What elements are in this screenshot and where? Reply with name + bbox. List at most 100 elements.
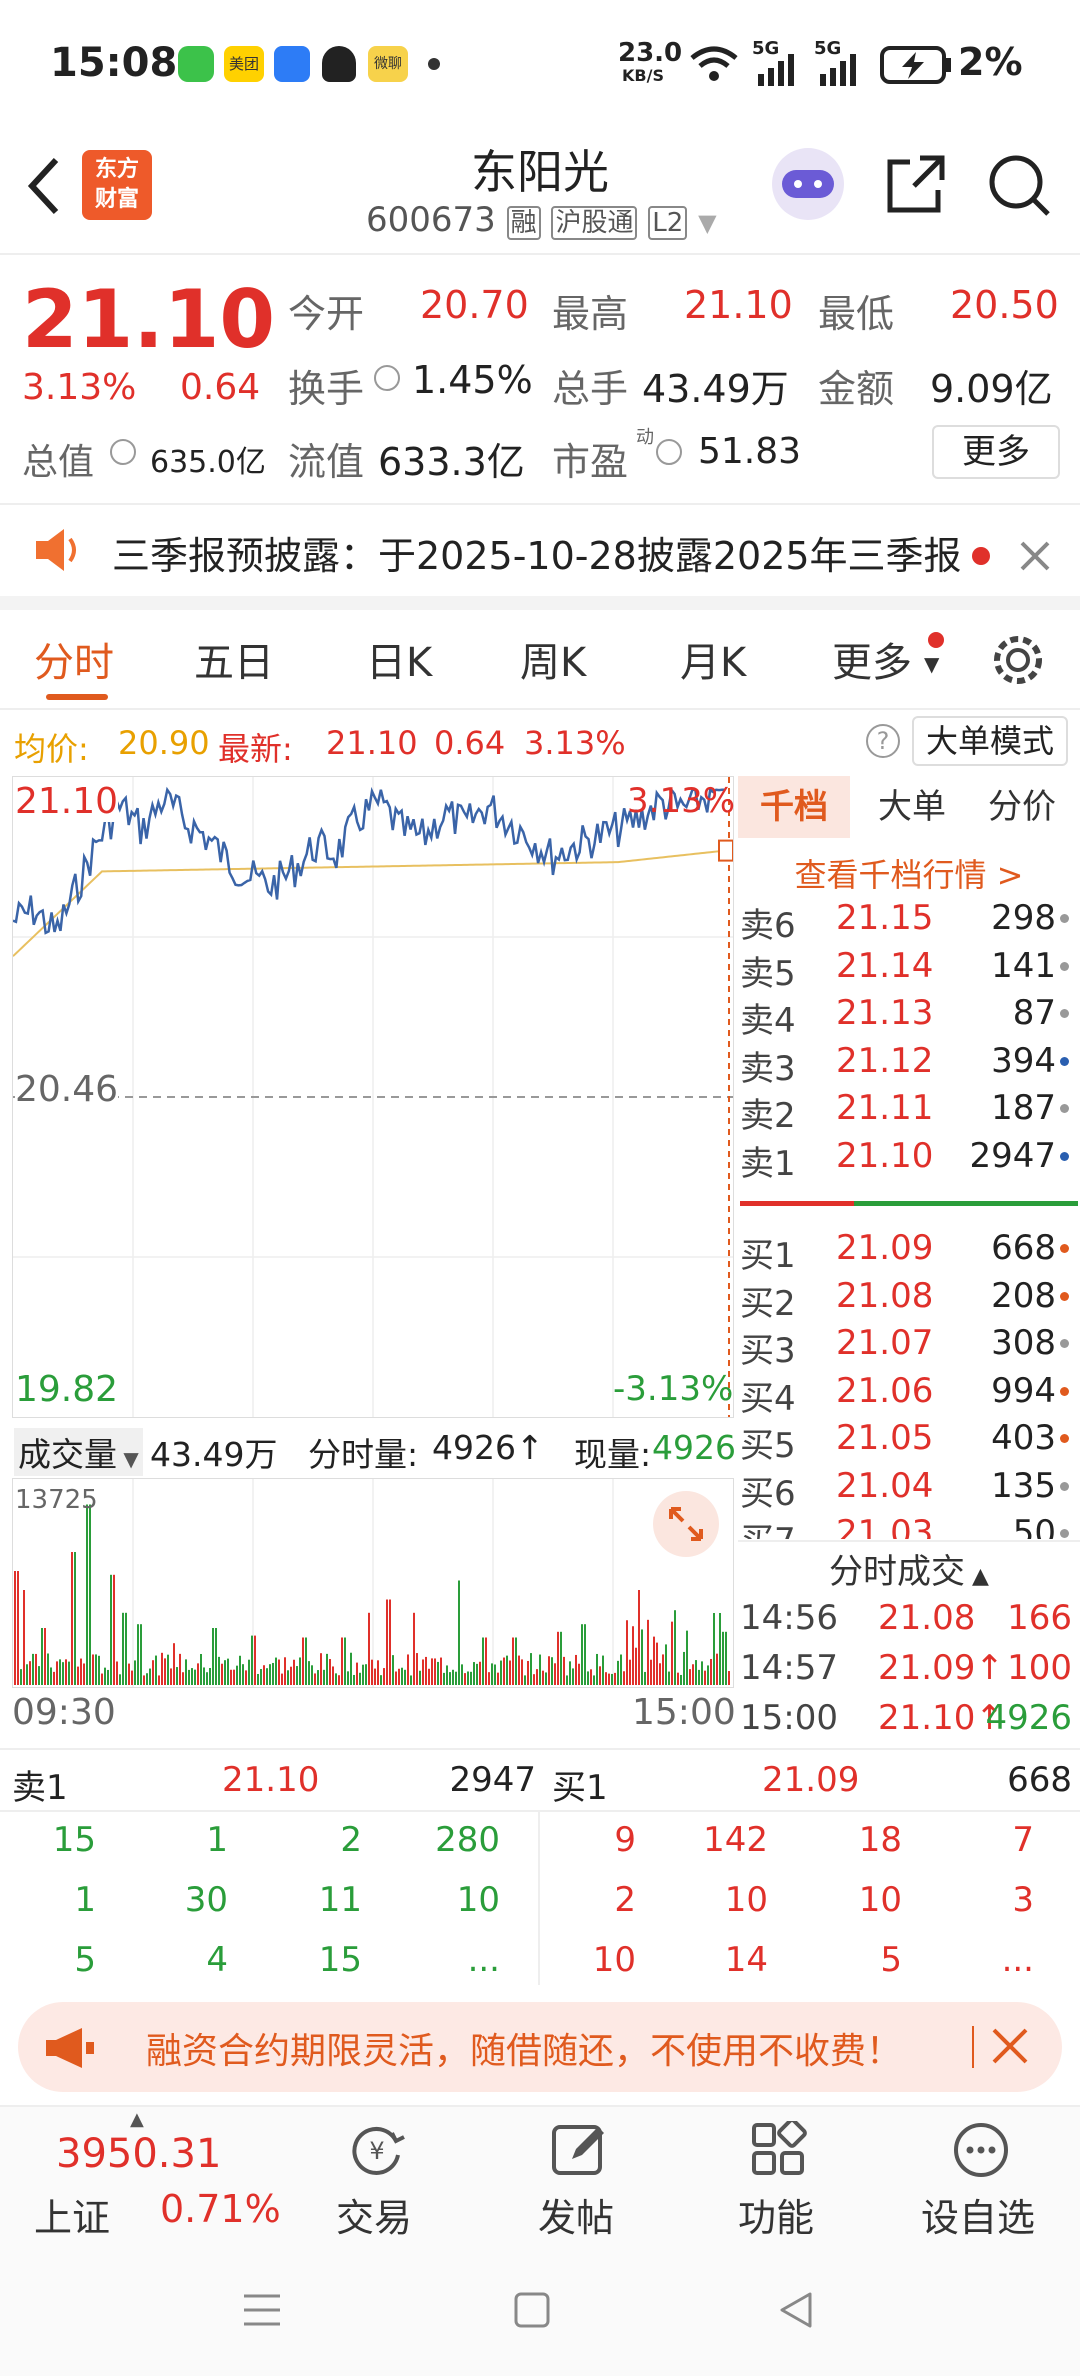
index-value[interactable]: 3950.31 [56,2131,222,2177]
back-icon[interactable] [24,156,64,216]
bid-row[interactable]: 买2 21.08 208 [738,1272,1080,1324]
ask-level-label: 卖6 [740,906,796,946]
view-levels-link[interactable]: 查看千档行情 > [794,856,1024,894]
info-icon[interactable] [656,439,682,465]
bid-queue-cell: 18 [858,1820,902,1860]
ask-row[interactable]: 卖3 21.12 394 [738,1037,1080,1089]
close-icon[interactable] [990,2026,1030,2066]
bid-row[interactable]: 买4 21.06 994 [738,1367,1080,1419]
volume-bar [665,1644,667,1685]
volume-selector[interactable]: 成交量 ▼ [14,1428,143,1476]
ai-assistant-avatar[interactable] [772,148,844,220]
bid-row[interactable]: 买3 21.07 308 [738,1319,1080,1371]
ask-dot-icon [1060,961,1069,971]
ask-row[interactable]: 卖6 21.15 298 [738,894,1080,946]
volume-bar [506,1655,508,1685]
index-name[interactable]: 上证 [34,2196,111,2240]
tab-big-orders[interactable]: 大单 [878,787,946,827]
volume-bar [377,1660,379,1685]
bid-row[interactable]: 买5 21.05 403 [738,1414,1080,1466]
menu-icon[interactable] [242,2292,282,2328]
info-icon[interactable] [110,439,136,465]
bid-row[interactable]: 买1 21.09 668 [738,1224,1080,1276]
volume-bar [80,1658,82,1685]
chart-tabs: 分时 五日 日K 周K 月K 更多 ▼ [0,610,1080,710]
volume-bar [413,1612,415,1685]
bid-level-label: 买5 [740,1426,796,1466]
clock: 15:08 [50,40,178,86]
nav-post[interactable]: 发帖 [506,2107,646,2242]
notice-bar[interactable]: 三季报预披露：于2025-10-28披露2025年三季报 [0,505,1080,610]
close-icon[interactable] [1018,539,1052,573]
ask-row[interactable]: 卖2 21.11 187 [738,1084,1080,1136]
volume-bar [530,1653,532,1685]
volume-bar [476,1663,478,1685]
net-speed: 23.0 [618,38,683,68]
ask-queue-cell: 30 [184,1880,228,1920]
now-vol-value: 4926 [652,1428,736,1467]
ask-queue-cell: 1 [206,1820,228,1860]
volume-bar [443,1672,445,1685]
high-label: 最高 [552,292,629,336]
system-nav-bar [0,2240,1080,2376]
help-icon[interactable]: ? [866,724,900,758]
volume-bar [35,1653,37,1685]
volume-bar [725,1631,727,1685]
ask-row[interactable]: 卖1 21.10 2947 [738,1132,1080,1184]
float-label: 流值 [288,440,365,484]
volume-bar [563,1656,565,1685]
volume-bar [65,1659,67,1685]
volume-chart-svg [14,1479,730,1687]
nav-trade[interactable]: ¥ 交易 [304,2107,444,2242]
info-icon[interactable] [374,365,400,391]
ask-price: 21.13 [836,993,934,1033]
big-order-mode-button[interactable]: 大单模式 [912,716,1068,766]
tab-intraday[interactable]: 分时 [34,640,114,686]
bid-dot-icon [1060,1481,1069,1491]
settings-gear-icon[interactable] [990,632,1046,688]
volume-chart[interactable]: 13725 [12,1478,734,1688]
nav-watchlist[interactable]: 设自选 [908,2107,1048,2242]
intraday-chart[interactable]: 21.10 20.46 19.82 3.13% -3.13% [12,776,735,1418]
tab-monthly-k[interactable]: 月K [680,640,747,686]
bid-row[interactable]: 买7 21.03 50 [738,1509,1080,1539]
bid-price: 21.04 [836,1465,934,1506]
tab-thousand-levels[interactable]: 千档 [738,776,850,838]
tab-five-day[interactable]: 五日 [194,640,274,686]
volume-bar [617,1660,619,1685]
search-icon[interactable] [986,152,1052,218]
index-percent[interactable]: 0.71% [160,2187,281,2231]
volume-bar [224,1660,226,1685]
volume-bar [410,1675,412,1685]
volume-bar [215,1628,217,1685]
tab-price-distribution[interactable]: 分价 [988,787,1056,827]
bid-row[interactable]: 买6 21.04 135 [738,1462,1080,1514]
bid-queue-cell: 2 [614,1880,636,1920]
trade-price: 21.08 [878,1598,976,1638]
expand-icon[interactable] [653,1491,719,1557]
tab-daily-k[interactable]: 日K [366,640,433,686]
volume-bar [323,1669,325,1685]
share-icon[interactable] [884,152,948,216]
ask-dot-icon [1060,1151,1069,1161]
tab-weekly-k[interactable]: 周K [520,640,587,686]
bottom-nav: ▲ 3950.31 上证 0.71% ¥ 交易 发帖 功能 设自选 [0,2105,1080,2240]
ask-row[interactable]: 卖5 21.14 141 [738,942,1080,994]
volume-bar [146,1673,148,1685]
back-nav-icon[interactable] [776,2290,816,2330]
volume-bar [350,1652,352,1685]
volume-bar [422,1659,424,1685]
bid-dot-icon [1060,1244,1069,1253]
volume-bar [536,1669,538,1685]
promo-banner[interactable]: 融资合约期限灵活，随借随还，不使用不收费！ [18,2002,1062,2092]
ask-row[interactable]: 卖4 21.13 87 [738,989,1080,1041]
ask-queue-cell: ... [467,1940,500,1980]
volume-bar [233,1669,235,1685]
tab-more[interactable]: 更多 [832,640,912,686]
home-icon[interactable] [512,2290,552,2330]
more-button[interactable]: 更多 [932,425,1060,479]
trades-title[interactable]: 分时成交 ▲ [738,1544,1080,1593]
volume-bar [656,1642,658,1685]
nav-functions[interactable]: 功能 [706,2107,846,2242]
expand-chevron-icon[interactable]: ▼ [698,209,717,237]
